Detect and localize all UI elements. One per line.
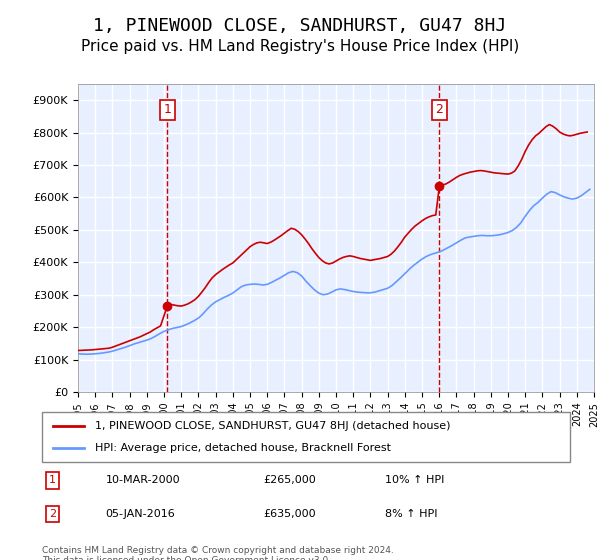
Text: 10-MAR-2000: 10-MAR-2000 — [106, 475, 180, 486]
Text: 8% ↑ HPI: 8% ↑ HPI — [385, 509, 438, 519]
FancyBboxPatch shape — [42, 412, 570, 462]
Text: £635,000: £635,000 — [264, 509, 316, 519]
Text: 1: 1 — [163, 104, 171, 116]
Text: HPI: Average price, detached house, Bracknell Forest: HPI: Average price, detached house, Brac… — [95, 443, 391, 453]
Text: 10% ↑ HPI: 10% ↑ HPI — [385, 475, 445, 486]
Text: 2: 2 — [436, 104, 443, 116]
Text: 1: 1 — [49, 475, 56, 486]
Text: Contains HM Land Registry data © Crown copyright and database right 2024.
This d: Contains HM Land Registry data © Crown c… — [42, 546, 394, 560]
Text: 1, PINEWOOD CLOSE, SANDHURST, GU47 8HJ (detached house): 1, PINEWOOD CLOSE, SANDHURST, GU47 8HJ (… — [95, 421, 450, 431]
Text: 05-JAN-2016: 05-JAN-2016 — [106, 509, 175, 519]
Text: Price paid vs. HM Land Registry's House Price Index (HPI): Price paid vs. HM Land Registry's House … — [81, 39, 519, 54]
Text: 2: 2 — [49, 509, 56, 519]
Text: £265,000: £265,000 — [264, 475, 317, 486]
Text: 1, PINEWOOD CLOSE, SANDHURST, GU47 8HJ: 1, PINEWOOD CLOSE, SANDHURST, GU47 8HJ — [94, 17, 506, 35]
